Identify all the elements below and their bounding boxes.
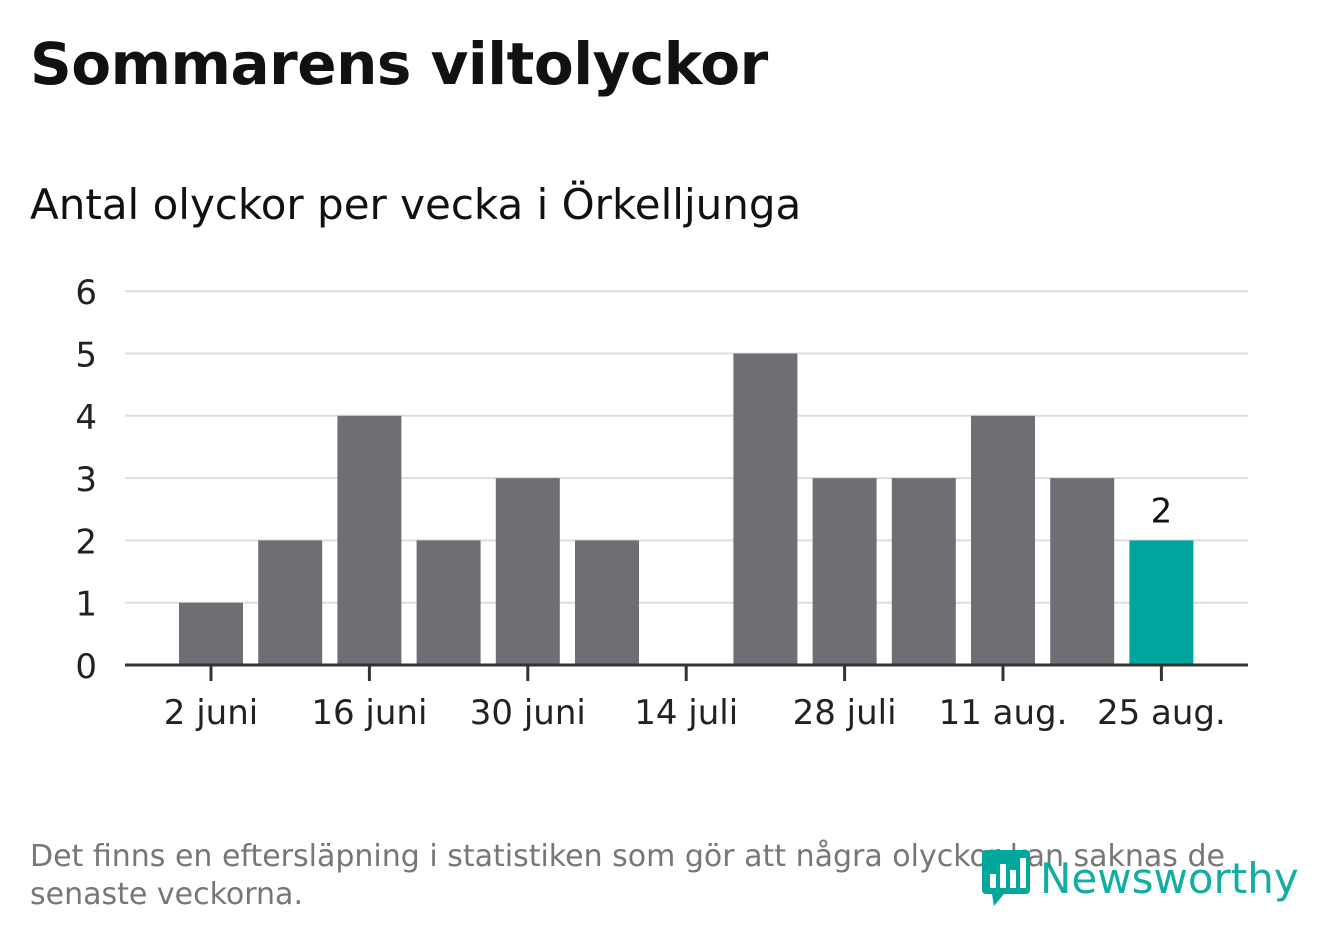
y-tick-label: 2 bbox=[75, 522, 97, 562]
logo-text: Newsworthy bbox=[1040, 853, 1299, 903]
y-tick-label: 0 bbox=[75, 647, 97, 687]
x-tick-label: 25 aug. bbox=[1097, 693, 1226, 733]
newsworthy-logo[interactable]: Newsworthy bbox=[980, 848, 1299, 908]
bar bbox=[1050, 478, 1115, 665]
y-tick-label: 6 bbox=[75, 273, 97, 313]
x-tick-label: 2 juni bbox=[164, 693, 258, 733]
bar bbox=[812, 478, 877, 665]
data-label: 2 bbox=[1151, 491, 1173, 531]
x-tick-label: 16 juni bbox=[311, 693, 427, 733]
bar bbox=[971, 415, 1035, 665]
bar-chart: 0 1 2 3 4 5 6 2 2 juni 16 juni 30 juni 14 juli 28 ju… bbox=[75, 273, 1248, 733]
bar bbox=[179, 602, 243, 665]
y-tick-label: 5 bbox=[75, 336, 97, 376]
x-tick-label: 11 aug. bbox=[939, 693, 1068, 733]
newsworthy-logo-icon bbox=[982, 850, 1030, 906]
bar bbox=[575, 540, 639, 665]
chart-title: Sommarens viltolyckor bbox=[30, 30, 768, 98]
y-tick-label: 1 bbox=[75, 585, 97, 625]
bar bbox=[495, 478, 560, 665]
bar bbox=[891, 478, 956, 665]
x-tick-label: 30 juni bbox=[470, 693, 586, 733]
bar bbox=[416, 540, 481, 665]
bar bbox=[258, 540, 323, 665]
x-tick-label: 14 juli bbox=[634, 693, 738, 733]
bar bbox=[337, 415, 402, 665]
bar bbox=[1129, 540, 1194, 665]
chart-subtitle: Antal olyckor per vecka i Örkelljunga bbox=[30, 180, 802, 229]
x-tick-label: 28 juli bbox=[793, 693, 897, 733]
y-tick-label: 4 bbox=[75, 398, 97, 438]
y-tick-label: 3 bbox=[75, 460, 97, 500]
bar bbox=[733, 353, 798, 665]
